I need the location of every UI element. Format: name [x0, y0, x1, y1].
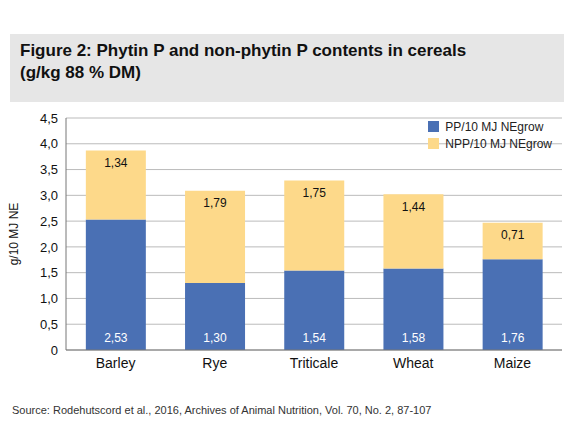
svg-text:Rye: Rye	[202, 355, 227, 371]
svg-text:Triticale: Triticale	[290, 355, 339, 371]
svg-text:3,0: 3,0	[40, 188, 58, 203]
svg-text:1,76: 1,76	[501, 331, 525, 345]
html-text:NPP/10 MJ NEgrow: NPP/10 MJ NEgrow	[445, 136, 552, 151]
svg-text:1,79: 1,79	[203, 196, 227, 210]
svg-text:2,5: 2,5	[40, 214, 58, 229]
svg-text:4,5: 4,5	[40, 111, 58, 126]
svg-text:0,5: 0,5	[40, 317, 58, 332]
svg-text:1,0: 1,0	[40, 291, 58, 306]
svg-text:2,53: 2,53	[104, 331, 128, 345]
html-text:PP/10 MJ NEgrow: PP/10 MJ NEgrow	[445, 119, 544, 134]
svg-text:0: 0	[51, 343, 58, 358]
svg-text:4,0: 4,0	[40, 136, 58, 151]
svg-text:1,44: 1,44	[402, 200, 426, 214]
svg-text:Barley: Barley	[96, 355, 136, 371]
svg-text:1,34: 1,34	[104, 156, 128, 170]
svg-text:1,30: 1,30	[203, 331, 227, 345]
svg-text:2,0: 2,0	[40, 240, 58, 255]
svg-text:1,75: 1,75	[303, 186, 327, 200]
svg-text:0,71: 0,71	[501, 228, 525, 242]
svg-text:1,5: 1,5	[40, 265, 58, 280]
html-text:Figure 2: Phytin P and non-phy: Figure 2: Phytin P and non-phytin P cont…	[20, 41, 467, 60]
svg-text:3,5: 3,5	[40, 162, 58, 177]
svg-text:Wheat: Wheat	[393, 355, 434, 371]
svg-text:1,54: 1,54	[303, 331, 327, 345]
svg-text:g/10 MJ NE: g/10 MJ NE	[8, 203, 21, 266]
svg-text:1,58: 1,58	[402, 331, 426, 345]
html-text:Source: Rodehutscord et al., 2: Source: Rodehutscord et al., 2016, Archi…	[12, 404, 432, 416]
html-text:(g/kg 88 % DM): (g/kg 88 % DM)	[20, 63, 141, 82]
svg-text:Maize: Maize	[494, 355, 532, 371]
